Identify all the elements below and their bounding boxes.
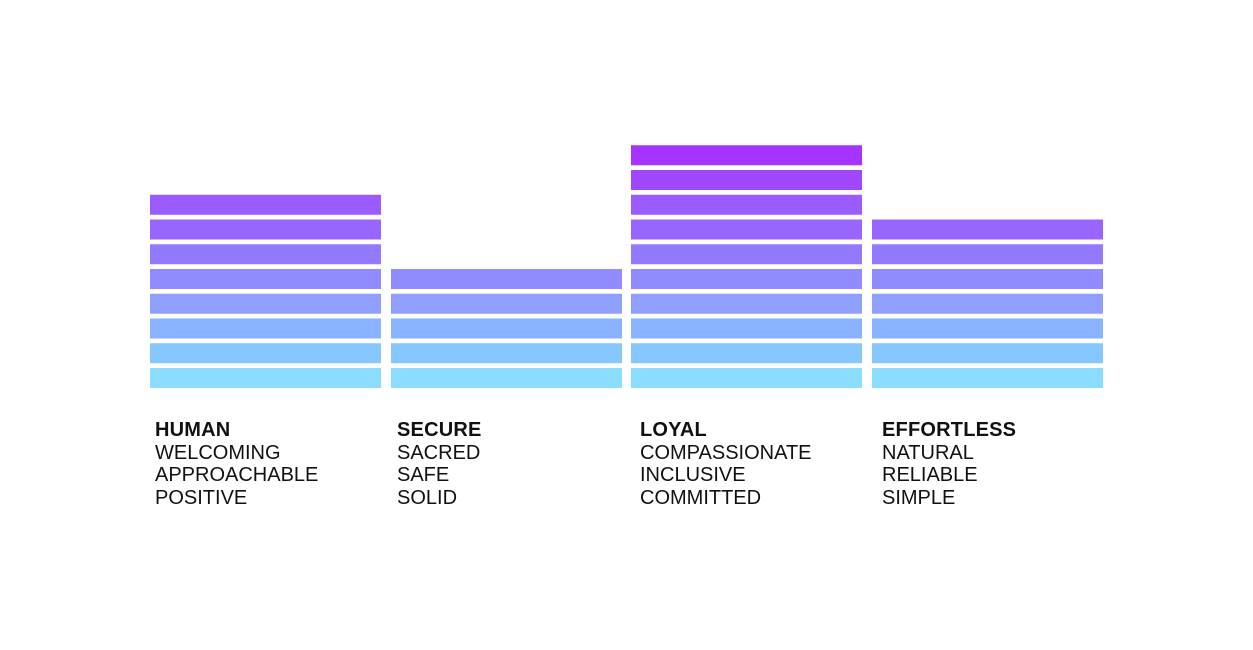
category-label: HUMAN [155, 419, 231, 441]
bar-segment [631, 293, 862, 314]
bar-segment [631, 318, 862, 339]
column-human [150, 194, 381, 388]
bar-segment [150, 368, 381, 388]
bar-segment [631, 194, 862, 215]
descriptor-label: SIMPLE [882, 486, 956, 509]
bar-segment [391, 293, 622, 314]
bar-segment [150, 269, 381, 289]
descriptor-label: COMPASSIONATE [640, 441, 812, 464]
descriptor-label: WELCOMING [155, 441, 281, 464]
bar-segment [631, 219, 862, 240]
column-label-secure: SECURE SACRED SAFE SOLID [397, 419, 627, 509]
column-secure [391, 269, 622, 388]
descriptor-label: APPROACHABLE [155, 464, 319, 487]
column-label-loyal: LOYAL COMPASSIONATE INCLUSIVE COMMITTED [640, 419, 870, 509]
bar-segment [631, 269, 862, 289]
bar-segment [631, 368, 862, 388]
bar-segment [150, 244, 381, 265]
category-label: EFFORTLESS [882, 419, 1017, 441]
descriptor-label: NATURAL [882, 441, 974, 464]
column-label-human: HUMAN WELCOMING APPROACHABLE POSITIVE [155, 419, 385, 509]
bar-segment [631, 145, 862, 166]
bar-segment [631, 343, 862, 364]
bar-segment [391, 343, 622, 364]
bar-segment [391, 318, 622, 339]
bar-segment [150, 194, 381, 215]
bar-segment [872, 318, 1103, 339]
descriptor-label: SAFE [397, 464, 450, 487]
bar-segment [872, 368, 1103, 388]
bar-segment [872, 293, 1103, 314]
descriptor-label: SACRED [397, 441, 481, 464]
column-loyal [631, 145, 862, 388]
bar-segment [150, 318, 381, 339]
descriptor-label: POSITIVE [155, 486, 248, 509]
bar-segment [150, 293, 381, 314]
bar-segment [150, 219, 381, 240]
descriptor-label: SOLID [397, 486, 458, 509]
bar-segment [150, 343, 381, 364]
bar-segment [872, 269, 1103, 289]
descriptor-label: INCLUSIVE [640, 464, 746, 487]
bar-segment [391, 269, 622, 289]
column-effortless [872, 219, 1103, 388]
bar-segment [631, 170, 862, 190]
bar-segment [872, 343, 1103, 364]
descriptor-label: RELIABLE [882, 464, 978, 487]
bar-segment [631, 244, 862, 265]
bar-segment [391, 368, 622, 388]
bar-segment [872, 244, 1103, 265]
column-label-effortless: EFFORTLESS NATURAL RELIABLE SIMPLE [882, 419, 1112, 509]
descriptor-label: COMMITTED [640, 486, 762, 509]
category-label: LOYAL [640, 419, 707, 441]
category-label: SECURE [397, 419, 482, 441]
bar-segment [872, 219, 1103, 240]
